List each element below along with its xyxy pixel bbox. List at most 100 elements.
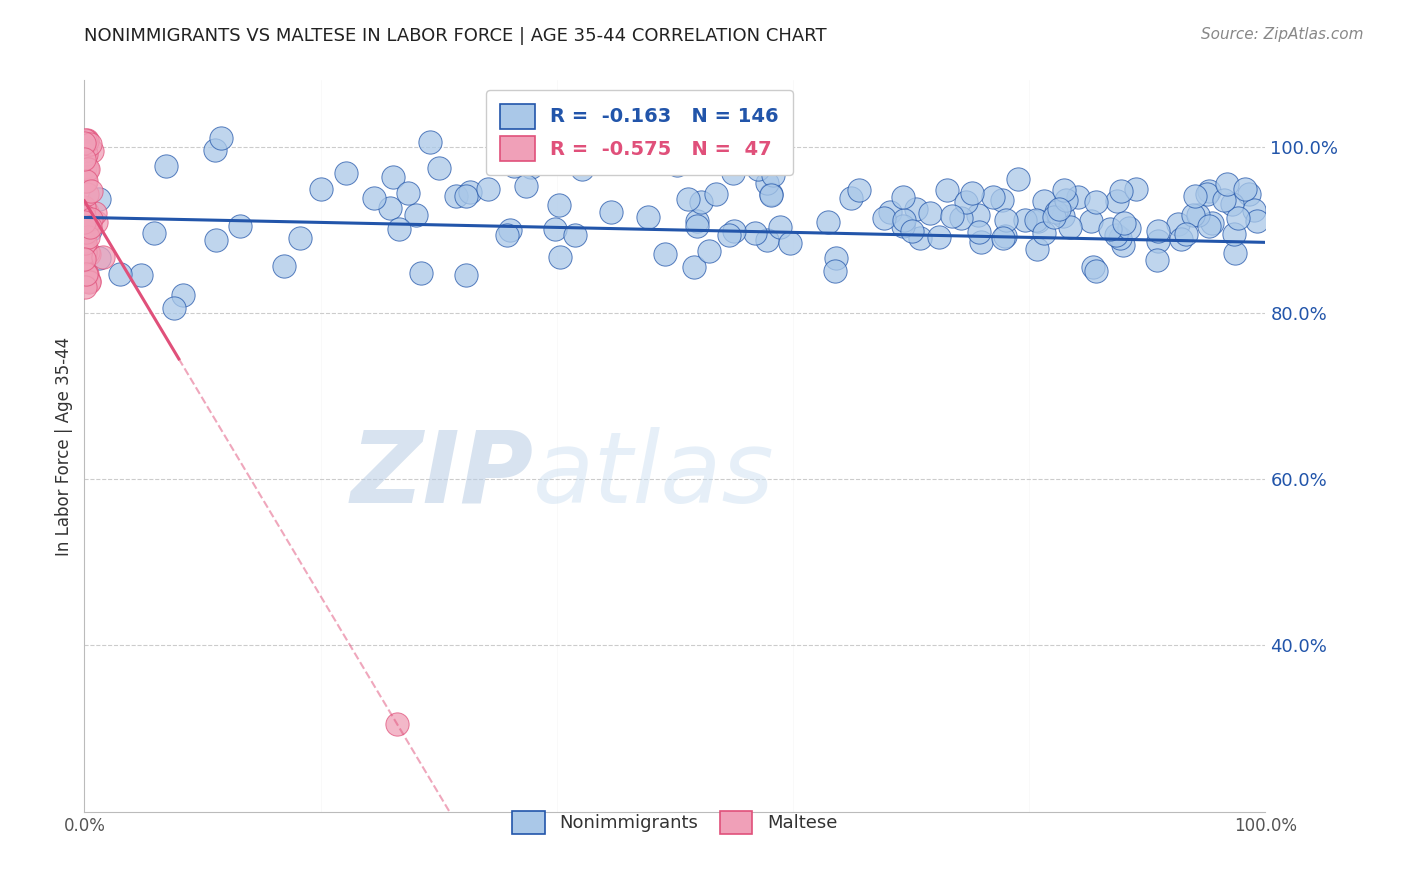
Point bbox=[454, 188, 477, 202]
Point bbox=[744, 226, 766, 240]
Point bbox=[1066, 190, 1088, 204]
Point bbox=[229, 219, 252, 234]
Point bbox=[477, 182, 499, 196]
Point bbox=[718, 228, 741, 243]
Point bbox=[1080, 214, 1102, 228]
Point bbox=[690, 195, 713, 210]
Point bbox=[76, 220, 98, 235]
Point bbox=[76, 134, 98, 148]
Point bbox=[73, 245, 96, 260]
Point bbox=[1045, 205, 1067, 219]
Point bbox=[79, 223, 101, 237]
Point bbox=[91, 250, 114, 264]
Point bbox=[503, 159, 526, 173]
Point bbox=[686, 213, 709, 227]
Point bbox=[548, 250, 571, 264]
Point bbox=[409, 266, 432, 280]
Point bbox=[1146, 252, 1168, 267]
Point bbox=[1025, 213, 1047, 227]
Point bbox=[79, 219, 101, 234]
Point bbox=[904, 202, 927, 217]
Point bbox=[1059, 219, 1081, 234]
Point bbox=[309, 182, 332, 196]
Point bbox=[84, 215, 107, 229]
Point bbox=[76, 205, 98, 219]
Point bbox=[1147, 224, 1170, 238]
Point bbox=[841, 191, 863, 205]
Point bbox=[75, 219, 97, 233]
Point bbox=[288, 231, 311, 245]
Point bbox=[73, 252, 96, 267]
Y-axis label: In Labor Force | Age 35-44: In Labor Force | Age 35-44 bbox=[55, 336, 73, 556]
Point bbox=[87, 192, 110, 206]
Point bbox=[73, 235, 96, 250]
Point bbox=[76, 161, 98, 176]
Point bbox=[1174, 227, 1197, 242]
Point bbox=[1222, 227, 1244, 242]
Point bbox=[755, 176, 778, 190]
Point bbox=[723, 224, 745, 238]
Point bbox=[1216, 177, 1239, 191]
Point bbox=[879, 205, 901, 219]
Point bbox=[204, 233, 226, 247]
Point bbox=[817, 215, 839, 229]
Point bbox=[747, 161, 769, 176]
Point bbox=[1246, 214, 1268, 228]
Point bbox=[755, 233, 778, 247]
Point bbox=[1085, 194, 1108, 209]
Point bbox=[1052, 209, 1074, 223]
Point bbox=[75, 267, 97, 281]
Point bbox=[142, 226, 165, 240]
Point bbox=[1047, 202, 1070, 216]
Point bbox=[994, 212, 1017, 227]
Point bbox=[73, 144, 96, 158]
Point bbox=[77, 247, 100, 261]
Point bbox=[654, 247, 676, 261]
Point bbox=[75, 160, 97, 174]
Point bbox=[77, 211, 100, 226]
Point bbox=[76, 133, 98, 147]
Point bbox=[824, 263, 846, 277]
Point bbox=[1198, 184, 1220, 198]
Text: ZIP: ZIP bbox=[350, 426, 533, 524]
Point bbox=[682, 260, 704, 275]
Point bbox=[496, 228, 519, 243]
Point bbox=[1243, 202, 1265, 217]
Point bbox=[335, 166, 357, 180]
Point bbox=[387, 717, 409, 731]
Point bbox=[1032, 226, 1054, 240]
Point bbox=[73, 235, 96, 250]
Point bbox=[1105, 227, 1128, 242]
Point bbox=[991, 193, 1014, 207]
Point bbox=[970, 235, 993, 249]
Point bbox=[891, 190, 914, 204]
Point bbox=[891, 219, 914, 233]
Point bbox=[706, 187, 728, 202]
Point bbox=[1114, 216, 1136, 230]
Point bbox=[936, 182, 959, 196]
Point bbox=[427, 161, 450, 175]
Point bbox=[76, 205, 98, 219]
Point bbox=[76, 161, 98, 176]
Point bbox=[73, 215, 96, 229]
Point bbox=[1109, 184, 1132, 198]
Point bbox=[1170, 232, 1192, 246]
Point bbox=[73, 209, 96, 223]
Point bbox=[893, 212, 915, 227]
Point bbox=[1182, 208, 1205, 222]
Point bbox=[1085, 264, 1108, 278]
Point bbox=[1125, 182, 1147, 196]
Point bbox=[87, 251, 110, 265]
Point bbox=[82, 144, 104, 158]
Point bbox=[155, 160, 177, 174]
Point bbox=[75, 174, 97, 188]
Point bbox=[769, 149, 792, 163]
Point bbox=[1026, 214, 1049, 228]
Point bbox=[1223, 245, 1246, 260]
Point bbox=[900, 224, 922, 238]
Point bbox=[1197, 187, 1219, 202]
Point bbox=[1220, 197, 1243, 211]
Point bbox=[571, 162, 593, 177]
Point bbox=[1109, 231, 1132, 245]
Point bbox=[1213, 193, 1236, 207]
